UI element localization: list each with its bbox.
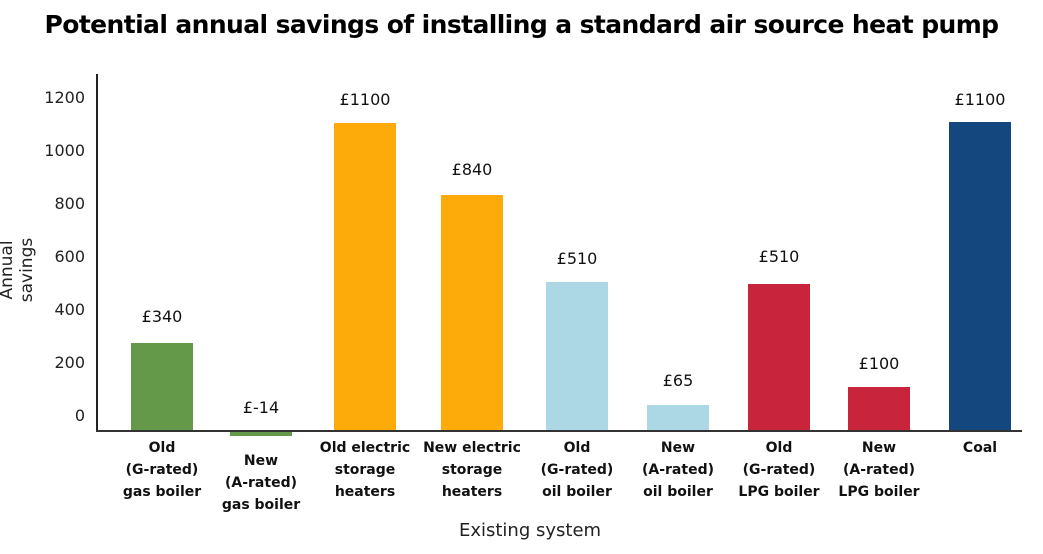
category-line: LPG boiler: [838, 484, 920, 500]
category-label-old-gas-boiler: Old (G-rated) gas boiler: [102, 437, 222, 503]
category-line: New electric: [423, 440, 521, 456]
y-tick-200: 200: [54, 353, 85, 372]
category-label-new-oil-boiler: New (A-rated) oil boiler: [618, 437, 738, 503]
category-line: storage: [334, 462, 396, 478]
value-label: £340: [141, 307, 183, 326]
x-axis-line: [96, 430, 1022, 432]
category-label-new-lpg-boiler: New (A-rated) LPG boiler: [819, 437, 939, 503]
category-line: (A-rated): [224, 475, 297, 491]
y-tick-0: 0: [74, 406, 85, 425]
category-line: (G-rated): [540, 462, 614, 478]
category-line: Coal: [962, 440, 998, 456]
value-label: £100: [858, 354, 900, 373]
chart-title: Potential annual savings of installing a…: [44, 10, 1000, 39]
category-line: heaters: [441, 484, 503, 500]
category-label-new-gas-boiler: New (A-rated) gas boiler: [201, 450, 321, 516]
value-label: £-14: [242, 398, 280, 417]
category-label-old-electric-storage: Old electric storage heaters: [305, 437, 425, 503]
category-line: gas boiler: [221, 497, 301, 513]
category-line: New: [861, 440, 897, 456]
category-line: Old: [563, 440, 591, 456]
category-line: LPG boiler: [738, 484, 820, 500]
bar-coal: [949, 122, 1011, 430]
category-line: (A-rated): [842, 462, 915, 478]
category-line: Old: [765, 440, 793, 456]
value-label: £510: [556, 249, 598, 268]
y-tick-800: 800: [54, 194, 85, 213]
category-label-old-lpg-boiler: Old (G-rated) LPG boiler: [719, 437, 839, 503]
bar-old-electric-storage: [334, 123, 396, 430]
y-tick-1200: 1200: [44, 88, 85, 107]
category-line: Old: [148, 440, 176, 456]
value-label: £1100: [954, 90, 1006, 109]
bar-old-lpg-boiler: [748, 284, 810, 430]
category-line: gas boiler: [122, 484, 202, 500]
x-axis-label: Existing system: [458, 520, 602, 541]
value-label: £510: [758, 247, 800, 266]
value-label: £840: [451, 160, 493, 179]
bar-old-gas-boiler: [131, 343, 193, 430]
y-axis-line: [96, 74, 98, 432]
bar-old-oil-boiler: [546, 282, 608, 430]
bar-new-gas-boiler: [230, 432, 292, 436]
category-line: oil boiler: [643, 484, 713, 500]
category-line: Old electric: [319, 440, 411, 456]
y-tick-600: 600: [54, 247, 85, 266]
y-tick-1000: 1000: [44, 141, 85, 160]
category-line: (G-rated): [742, 462, 816, 478]
category-line: New: [243, 453, 279, 469]
category-label-new-electric-storage: New electric storage heaters: [412, 437, 532, 503]
bar-new-oil-boiler: [647, 405, 709, 430]
category-line: (G-rated): [125, 462, 199, 478]
category-label-coal: Coal: [920, 437, 1040, 459]
value-label: £65: [662, 371, 694, 390]
bar-new-lpg-boiler: [848, 387, 910, 430]
category-line: New: [660, 440, 696, 456]
bar-new-electric-storage: [441, 195, 503, 430]
category-line: (A-rated): [641, 462, 714, 478]
category-line: oil boiler: [542, 484, 612, 500]
category-label-old-oil-boiler: Old (G-rated) oil boiler: [517, 437, 637, 503]
category-line: heaters: [334, 484, 396, 500]
value-label: £1100: [339, 90, 391, 109]
category-line: storage: [441, 462, 503, 478]
y-tick-400: 400: [54, 300, 85, 319]
